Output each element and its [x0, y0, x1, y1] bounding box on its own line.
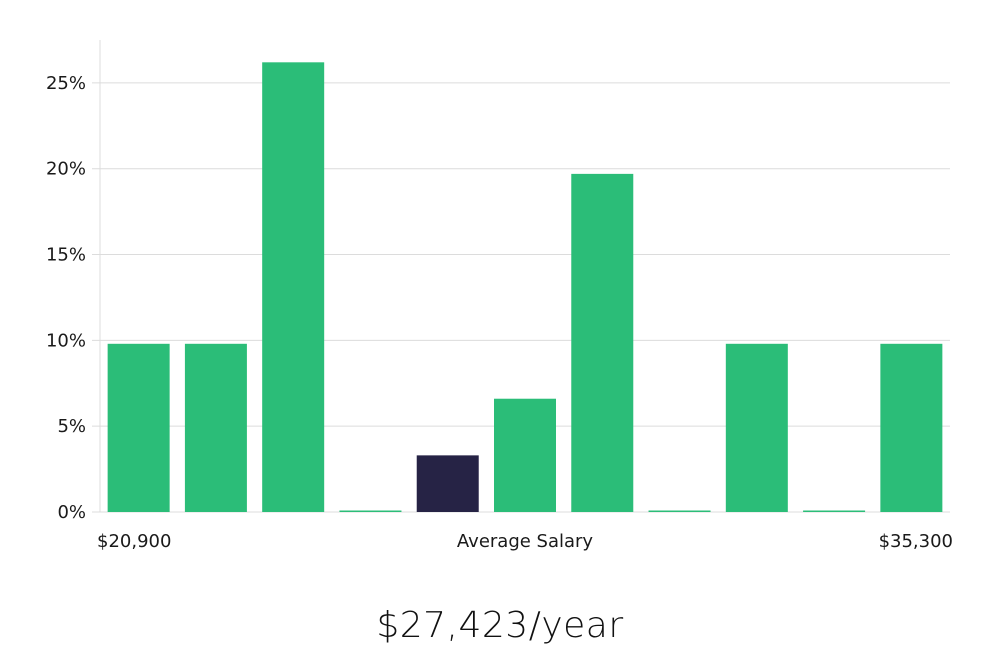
y-tick-label: 15%	[46, 245, 86, 266]
average-salary-headline: $27,423/year	[376, 605, 624, 646]
bar	[494, 398, 556, 512]
bar	[725, 343, 788, 512]
y-tick-label: 0%	[57, 502, 86, 523]
bar	[107, 343, 170, 512]
y-tick-label: 5%	[57, 416, 86, 437]
x-min-label: $20,900	[97, 531, 171, 552]
bar	[880, 343, 943, 512]
bar	[571, 173, 634, 513]
chart-svg: 0% 5% 10% 15% 20% 25% $20,900 Average Salary $35…	[46, 40, 953, 552]
salary-distribution-chart: 0% 5% 10% 15% 20% 25% $20,900 Average Salary $35…	[46, 40, 953, 552]
x-max-label: $35,300	[879, 531, 953, 552]
y-tick-label: 10%	[46, 330, 86, 351]
bar-empty	[803, 510, 866, 512]
bar-empty	[339, 510, 402, 512]
x-axis-title: Average Salary	[457, 531, 594, 552]
bar-highlighted	[416, 455, 479, 512]
bar-empty	[648, 510, 711, 512]
y-tick-label: 25%	[46, 73, 86, 94]
bar	[184, 343, 247, 512]
bar	[262, 62, 325, 512]
y-tick-label: 20%	[46, 159, 86, 180]
